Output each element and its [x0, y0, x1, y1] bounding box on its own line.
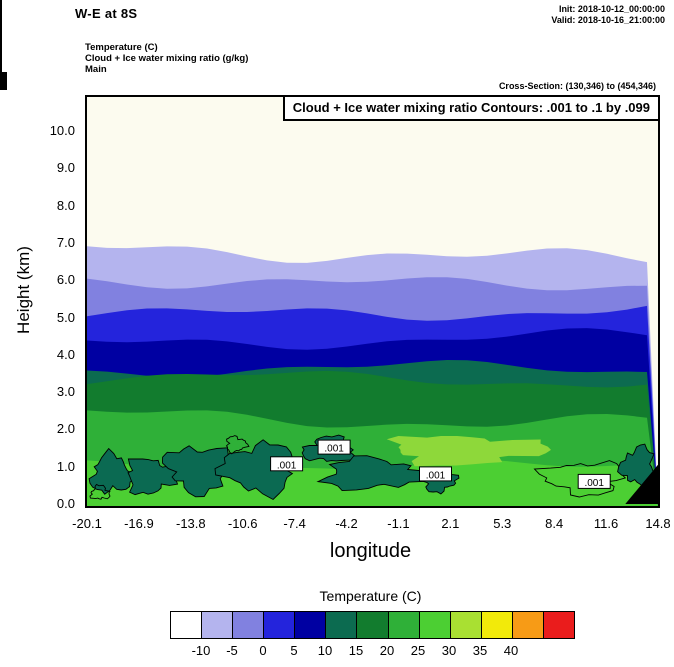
x-tick-label: -13.8 [175, 516, 206, 531]
colorbar-tick-label: 15 [348, 643, 364, 658]
x-tick-label: 11.6 [593, 516, 619, 531]
colorbar-tick-label: -10 [191, 643, 211, 658]
colorbar-tick-label: -5 [226, 643, 238, 658]
colorbar-cell [326, 612, 358, 638]
colorbar-tick-label: 40 [503, 643, 519, 658]
y-tick-label: 1.0 [56, 458, 75, 474]
plot-area: .001 .001 .001 .001 Cloud + Ice water mixin… [85, 95, 660, 508]
y-tick-label: 9.0 [56, 160, 75, 176]
y-tick-label: 10.0 [49, 123, 75, 138]
colorbar-cell [512, 612, 544, 638]
y-tick-mark [0, 73, 7, 76]
y-tick-label: 3.0 [56, 384, 75, 400]
y-tick-mark [0, 75, 7, 77]
field-line-temperature: Temperature (C) [85, 42, 158, 53]
y-tick-label: 2.0 [56, 421, 75, 437]
x-tick-mark [0, 0, 2, 6]
x-tick-mark [0, 60, 2, 66]
colorbar-tick-label: 0 [259, 643, 267, 658]
svg-text:.001: .001 [584, 478, 604, 489]
colorbar-cell [388, 612, 420, 638]
x-tick-label: -4.2 [335, 516, 358, 531]
colorbar-cell [357, 612, 389, 638]
colorbar-tick-label: 35 [472, 643, 488, 658]
x-tick-mark [0, 66, 2, 72]
y-tick-mark [0, 72, 7, 74]
x-tick-label: -20.1 [72, 516, 102, 531]
y-tick-label: 7.0 [56, 234, 75, 250]
x-tick-label: 2.1 [441, 516, 460, 531]
field-list: Temperature (C) Cloud + Ice water mixing… [85, 42, 248, 75]
x-tick-mark [0, 24, 2, 30]
field-line-domain: Main [85, 64, 107, 75]
x-tick-mark [0, 36, 2, 42]
y-tick-label: 4.0 [56, 346, 75, 362]
colorbar-cell [481, 612, 513, 638]
x-tick-mark [0, 48, 2, 54]
y-tick-label: 6.0 [56, 272, 75, 288]
run-times: Init: 2018-10-12_00:00:00 Valid: 2018-10… [551, 4, 665, 26]
contour-plot: .001 .001 .001 .001 [87, 97, 658, 506]
colorbar-tick-label: 30 [441, 643, 457, 658]
colorbar-tick-label: 5 [290, 643, 298, 658]
x-tick-mark [0, 42, 2, 48]
init-time: Init: 2018-10-12_00:00:00 [558, 4, 665, 14]
svg-text:.001: .001 [277, 460, 297, 471]
field-line-cloud: Cloud + Ice water mixing ratio (g/kg) [85, 53, 249, 64]
y-tick-mark [0, 78, 7, 80]
colorbar-cell [233, 612, 265, 638]
colorbar-cell [295, 612, 327, 638]
cross-section-label: Cross-Section: (130,346) to (454,346) [498, 81, 656, 91]
colorbar-cell [202, 612, 234, 638]
y-axis-label: Height (km) [14, 246, 33, 334]
y-tick-mark [0, 86, 7, 88]
x-tick-mark [0, 18, 2, 24]
colorbar [170, 611, 575, 639]
colorbar-cell [171, 612, 203, 638]
x-tick-label: 14.8 [645, 516, 671, 531]
x-axis-label: longitude [329, 540, 412, 562]
y-tick-mark [0, 79, 7, 82]
x-tick-label: -16.9 [124, 516, 154, 531]
x-tick-label: -1.1 [387, 516, 410, 531]
y-tick-mark [0, 76, 7, 79]
cross-section-canvas: .001 .001 .001 .001 [87, 97, 658, 506]
y-tick-label: 5.0 [56, 309, 75, 325]
y-tick-label: 8.0 [56, 197, 75, 213]
colorbar-tick-label: 20 [379, 643, 395, 658]
colorbar-cell [450, 612, 482, 638]
x-tick-label: -10.6 [227, 516, 258, 531]
colorbar-cell [419, 612, 451, 638]
y-tick-mark [0, 83, 7, 85]
valid-time: Valid: 2018-10-16_21:00:00 [551, 15, 665, 25]
y-tick-mark [0, 81, 7, 84]
x-tick-mark [0, 54, 2, 60]
x-tick-label: -7.4 [283, 516, 306, 531]
svg-text:.001: .001 [426, 470, 446, 481]
y-tick-mark [0, 84, 7, 87]
contour-info-box: Cloud + Ice water mixing ratio Contours:… [282, 97, 658, 121]
colorbar-tick-label: 25 [410, 643, 426, 658]
x-tick-label: 8.4 [545, 516, 564, 531]
x-tick-mark [0, 6, 2, 12]
x-tick-label: 5.3 [493, 516, 512, 531]
x-tick-mark [0, 30, 2, 36]
colorbar-cell [543, 612, 575, 638]
figure-title: W-E at 8S [75, 6, 138, 21]
colorbar-tick-label: 10 [317, 643, 333, 658]
x-tick-mark [0, 12, 2, 18]
y-tick-mark [0, 87, 7, 90]
colorbar-cell [264, 612, 296, 638]
y-tick-label: 0.0 [56, 496, 75, 511]
svg-text:.001: .001 [324, 444, 344, 455]
colorbar-title: Temperature (C) [319, 588, 422, 604]
